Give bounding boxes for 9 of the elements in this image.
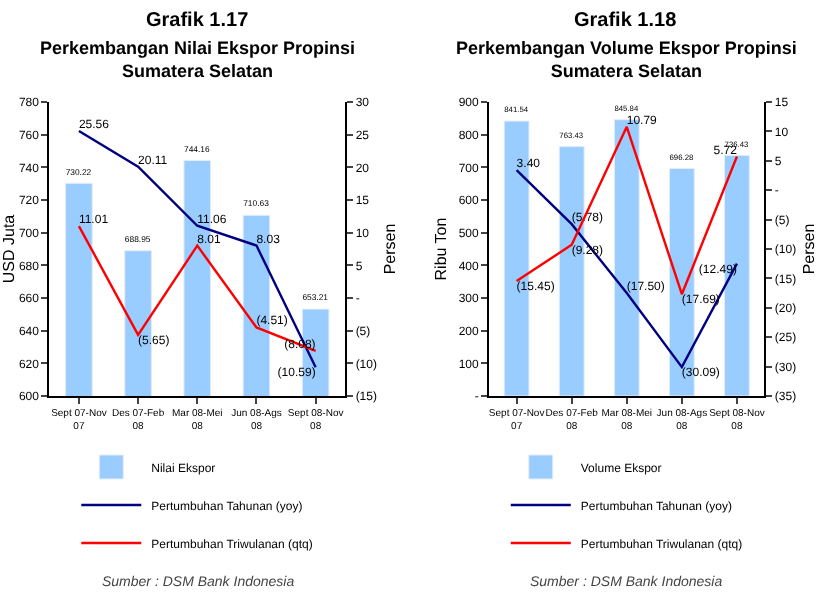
y-axis-title: Ribu Ton — [432, 217, 451, 281]
line-series — [515, 169, 739, 369]
y-axis-title: USD Juta — [0, 213, 18, 284]
y2-axis-title: Persen — [800, 223, 819, 275]
y2-axis-title: Persen — [381, 223, 400, 275]
chart-subtitle: Perkembangan Volume Ekspor Propinsi Sumatera Selatan — [456, 38, 797, 82]
chart-subtitle: Perkembangan Nilai Ekspor Propinsi Sumatera Selatan — [40, 38, 356, 82]
chart-title: Grafik 1.18 — [574, 10, 678, 32]
chart-title: Grafik 1.17 — [146, 10, 250, 32]
